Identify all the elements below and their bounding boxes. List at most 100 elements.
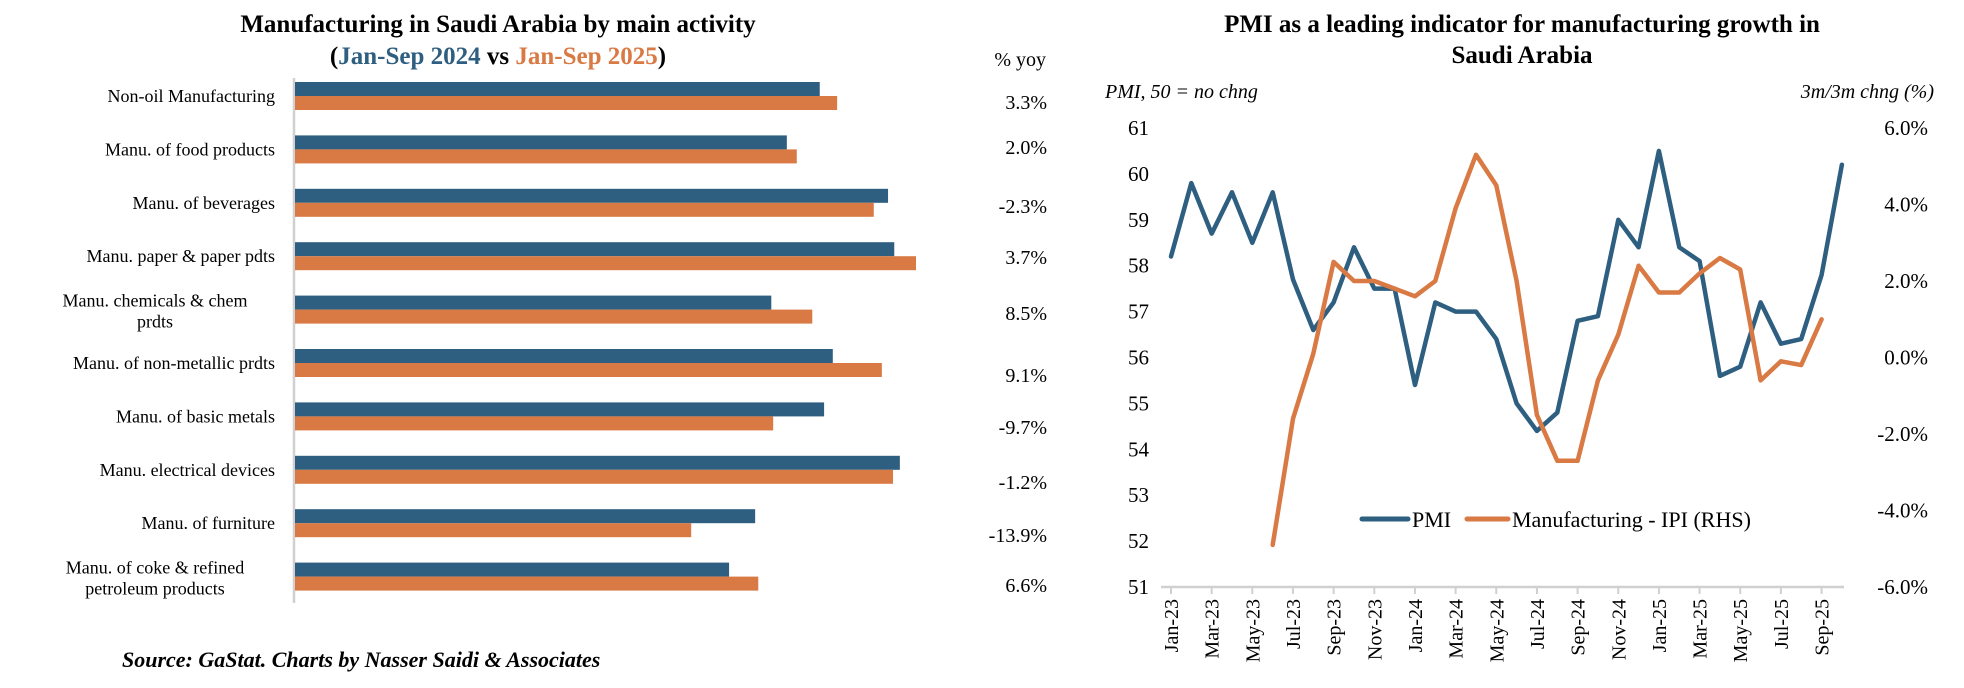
bar-2024 (295, 455, 900, 470)
bar-2024 (295, 82, 820, 96)
left-tick-label: 60 (1128, 162, 1149, 186)
subtitle-close: ) (658, 43, 666, 70)
right-tick-label: 6.0% (1884, 116, 1928, 140)
line-chart-title-line1: PMI as a leading indicator for manufactu… (1224, 11, 1820, 38)
line-chart-title-line2: Saudi Arabia (1451, 42, 1593, 69)
bar-2025 (295, 523, 692, 538)
bars-group (295, 82, 916, 591)
x-tick-label: Mar-25 (1690, 599, 1712, 659)
bar-2024 (295, 242, 895, 257)
bar-chart-subtitle: (Jan-Sep 2024 vs Jan-Sep 2025) (330, 43, 666, 70)
left-axis-label: PMI, 50 = no chng (1104, 81, 1258, 103)
source-note: Source: GaStat. Charts by Nasser Saidi &… (122, 647, 600, 672)
category-label-line: Manu. chemicals & chem (63, 291, 248, 311)
yoy-label: -1.2% (999, 472, 1047, 494)
bar-2025 (295, 309, 813, 324)
bar-2024 (295, 349, 833, 363)
subtitle-period-2024: Jan-Sep 2024 (338, 43, 481, 70)
yoy-labels: 3.3% 2.0% -2.3% 3.7% 8.5% 9.1% -9.7% -1.2% -13.9… (989, 92, 1047, 597)
x-tick-label: Jul-25 (1771, 599, 1793, 649)
bar-2024 (295, 135, 787, 150)
category-label-line: Manu. of basic metals (116, 406, 275, 426)
left-tick-label: 59 (1128, 208, 1149, 232)
left-tick-label: 52 (1128, 529, 1149, 553)
x-tick-label: Sep-23 (1324, 599, 1346, 656)
category-label-line: Manu. of non-metallic prdts (73, 353, 275, 373)
category-label: Manu. of non-metallic prdts (73, 353, 275, 373)
category-label: Manu. of coke & refined petroleum product… (66, 558, 244, 599)
left-tick-label: 55 (1128, 391, 1149, 415)
bar-2024 (295, 509, 756, 524)
left-tick-label: 53 (1128, 483, 1149, 507)
category-label: Non-oil Manufacturing (108, 86, 275, 106)
x-tick-label: Jul-24 (1527, 599, 1549, 649)
x-tick-label: Jan-25 (1649, 599, 1671, 652)
right-tick-label: -2.0% (1877, 422, 1928, 446)
category-label: Manu. of beverages (133, 193, 275, 213)
left-tick-label: 61 (1128, 116, 1149, 140)
right-tick-label: -6.0% (1877, 575, 1928, 599)
right-tick-label: 2.0% (1884, 269, 1928, 293)
x-tick-label: Nov-23 (1364, 599, 1386, 660)
yoy-column-header: % yoy (994, 49, 1046, 71)
bar-2025 (295, 469, 894, 484)
category-label: Manu. chemicals & chem prdts (63, 291, 248, 332)
pmi-line (1168, 148, 1845, 434)
x-tick-label: Mar-23 (1202, 599, 1224, 659)
x-tick-label: Sep-25 (1812, 599, 1834, 656)
x-tick-label: Jan-23 (1161, 599, 1183, 652)
category-label-line: petroleum products (85, 579, 224, 599)
left-tick-label: 54 (1128, 437, 1150, 461)
x-tick-label: May-23 (1242, 599, 1264, 662)
bar-2025 (295, 149, 797, 164)
legend-ipi-label: Manufacturing - IPI (RHS) (1512, 507, 1751, 532)
yoy-label: 8.5% (1005, 303, 1047, 325)
category-label-line: Manu. paper & paper pdts (87, 246, 275, 266)
bar-chart: Manufacturing in Saudi Arabia by main ac… (63, 11, 1047, 603)
subtitle-vs: vs (481, 43, 516, 70)
legend-pmi-label: PMI (1412, 507, 1451, 532)
x-tick-label: Jul-23 (1283, 599, 1305, 649)
category-label-line: prdts (137, 312, 173, 332)
bar-2025 (295, 256, 916, 271)
yoy-label: 2.0% (1005, 137, 1047, 159)
category-label: Manu. of furniture (142, 513, 275, 533)
category-label-line: Manu. of coke & refined (66, 558, 244, 578)
left-tick-label: 51 (1128, 575, 1149, 599)
bar-2024 (295, 402, 825, 417)
category-label-line: Manu. of food products (105, 139, 275, 159)
bar-2025 (295, 576, 759, 591)
yoy-label: 6.6% (1005, 575, 1047, 597)
category-label: Manu. of food products (105, 139, 275, 159)
yoy-label: 3.3% (1005, 92, 1047, 114)
bar-2025 (295, 363, 882, 377)
category-label-line: Manu. electrical devices (100, 460, 275, 480)
x-tick-label: Jan-24 (1405, 599, 1427, 652)
category-label-line: Manu. of furniture (142, 513, 275, 533)
x-tick-label: May-24 (1486, 599, 1508, 662)
x-axis-ticks: Jan-23 Mar-23 May-23 Jul-23 Sep-23 Nov-23 Jan-… (1161, 587, 1834, 662)
category-label: Manu. electrical devices (100, 460, 275, 480)
bar-chart-title: Manufacturing in Saudi Arabia by main ac… (240, 11, 756, 38)
bar-2024 (295, 295, 772, 310)
bar-2025 (295, 202, 874, 217)
yoy-label: -9.7% (999, 417, 1047, 439)
bar-2024 (295, 188, 889, 203)
left-axis-ticks: 61 60 59 58 57 56 55 54 53 52 51 (1128, 116, 1150, 599)
category-label-line: Manu. of beverages (133, 193, 275, 213)
series-lines (1168, 148, 1845, 548)
x-tick-label: May-25 (1730, 599, 1752, 662)
x-tick-label: Sep-24 (1568, 599, 1590, 656)
yoy-label: 9.1% (1005, 365, 1047, 387)
category-label-line: Non-oil Manufacturing (108, 86, 275, 106)
right-tick-label: 4.0% (1884, 193, 1928, 217)
right-axis-label: 3m/3m chng (%) (1800, 81, 1935, 103)
subtitle-period-2025: Jan-Sep 2025 (515, 43, 657, 70)
line-chart: PMI as a leading indicator for manufactu… (1104, 11, 1934, 662)
subtitle-open: ( (330, 43, 338, 70)
x-tick-label: Nov-24 (1608, 599, 1630, 660)
bar-2024 (295, 562, 730, 577)
left-tick-label: 57 (1128, 300, 1149, 324)
right-axis-ticks: 6.0% 4.0% 2.0% 0.0% -2.0% -4.0% -6.0% (1877, 116, 1928, 599)
